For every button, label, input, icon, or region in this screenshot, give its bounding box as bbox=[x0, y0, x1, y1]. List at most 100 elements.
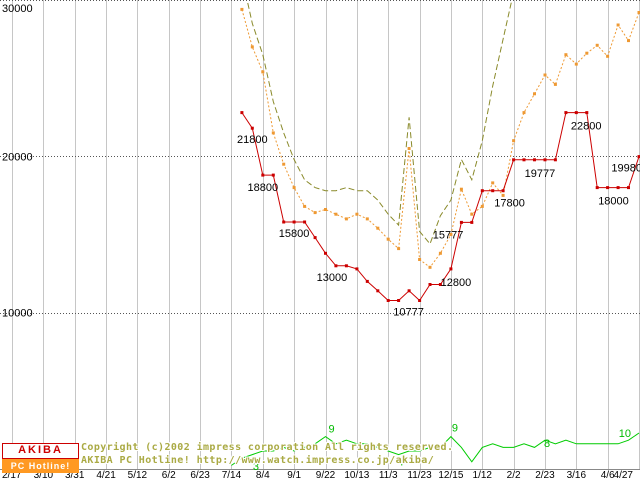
lowest-price-marker bbox=[303, 220, 307, 224]
price-label: 19777 bbox=[525, 168, 556, 180]
lowest-price-marker bbox=[428, 283, 432, 286]
copyright-line: Copyright (c)2002 impress corporation Al… bbox=[81, 442, 454, 453]
average-price-marker bbox=[250, 45, 254, 49]
lowest-price-marker bbox=[491, 189, 495, 193]
average-price-marker bbox=[522, 111, 526, 115]
axis-labels: 10000 20000 30000 2/17 3/10 3/31 4/21 5/12 6/2 6/… bbox=[2, 3, 633, 480]
akiba-logo-subtitle: PC Hotline! bbox=[2, 459, 79, 473]
average-price-marker bbox=[595, 43, 599, 47]
series-lowest-price bbox=[240, 111, 640, 302]
x-tick-label: 4/21 bbox=[96, 470, 116, 480]
y-tick-label: 10000 bbox=[2, 308, 33, 320]
y-tick-label: 20000 bbox=[2, 151, 33, 163]
average-price-marker bbox=[324, 208, 327, 211]
average-price-marker bbox=[397, 247, 401, 251]
average-price-marker bbox=[344, 217, 348, 221]
price-label: 19980 bbox=[611, 163, 640, 175]
lowest-price-marker bbox=[512, 158, 516, 162]
shop-count-line bbox=[231, 432, 640, 466]
x-tick-label: 2/2 bbox=[507, 470, 521, 480]
average-price-marker bbox=[564, 53, 568, 57]
average-price-marker bbox=[627, 39, 630, 43]
average-price-marker bbox=[637, 11, 640, 14]
average-price-marker bbox=[449, 233, 453, 236]
site-url-line: AKIBA PC Hotline! http://www.watch.impre… bbox=[81, 455, 435, 466]
average-price-marker bbox=[407, 147, 411, 150]
lowest-price-marker bbox=[344, 264, 348, 268]
shop-count-label: 9 bbox=[328, 424, 334, 436]
akiba-logo-title: AKIBA bbox=[2, 443, 79, 459]
average-price-marker bbox=[282, 162, 286, 166]
lowest-price-marker bbox=[313, 236, 317, 240]
lowest-price-marker bbox=[564, 111, 568, 115]
lowest-price-marker bbox=[522, 158, 526, 162]
average-price-marker bbox=[240, 7, 244, 11]
lowest-price-marker bbox=[376, 289, 380, 293]
average-price-line bbox=[241, 9, 640, 269]
lowest-price-marker bbox=[292, 220, 296, 224]
lowest-price-marker bbox=[585, 111, 589, 115]
lowest-price-marker bbox=[637, 155, 640, 159]
akiba-logo: AKIBA PC Hotline! bbox=[2, 443, 79, 473]
y-tick-label: 30000 bbox=[2, 3, 33, 15]
price-label: 15777 bbox=[433, 229, 464, 241]
price-label: 21800 bbox=[237, 134, 268, 146]
lowest-price-marker bbox=[271, 173, 275, 177]
average-price-marker bbox=[574, 62, 578, 66]
price-label: 18000 bbox=[598, 196, 629, 208]
lowest-price-marker bbox=[386, 299, 390, 302]
lowest-price-marker bbox=[470, 220, 474, 224]
average-price-marker bbox=[470, 212, 474, 216]
lowest-price-marker bbox=[449, 267, 453, 271]
lowest-price-marker bbox=[501, 189, 505, 193]
price-label: 18800 bbox=[248, 182, 279, 194]
average-price-marker bbox=[334, 212, 338, 216]
lowest-price-marker bbox=[240, 111, 244, 115]
average-price-marker bbox=[418, 258, 422, 261]
lowest-price-marker bbox=[365, 279, 369, 283]
x-tick-label: 4/27 bbox=[614, 470, 634, 480]
x-tick-label: 1/12 bbox=[473, 470, 493, 480]
average-price-marker bbox=[501, 193, 505, 197]
lowest-price-marker bbox=[533, 158, 536, 162]
lowest-price-marker bbox=[324, 251, 327, 255]
x-tick-label: 9/22 bbox=[316, 470, 336, 480]
copyright-watermark: Copyright (c)2002 impress corporation Al… bbox=[81, 441, 453, 467]
average-price-marker bbox=[261, 70, 265, 74]
lowest-price-marker bbox=[334, 264, 338, 268]
x-tick-label: 3/31 bbox=[65, 470, 85, 480]
x-tick-label: 9/1 bbox=[287, 470, 301, 480]
series-average-price bbox=[240, 7, 640, 269]
x-tick-label: 4/6 bbox=[601, 470, 615, 480]
shop-count-label: 4 bbox=[398, 457, 404, 469]
average-price-marker bbox=[355, 212, 359, 216]
x-tick-label: 3/10 bbox=[34, 470, 54, 480]
lowest-price-marker bbox=[438, 283, 442, 286]
x-tick-label: 3/16 bbox=[567, 470, 587, 480]
lowest-price-marker bbox=[616, 186, 620, 190]
price-label: 13000 bbox=[317, 272, 348, 284]
average-price-marker bbox=[459, 187, 463, 191]
average-price-marker bbox=[616, 23, 620, 27]
lowest-price-marker bbox=[480, 189, 484, 193]
price-label: 15800 bbox=[279, 228, 310, 240]
x-tick-label: 11/23 bbox=[407, 470, 432, 480]
lowest-price-marker bbox=[407, 289, 411, 293]
lowest-price-marker bbox=[282, 220, 286, 224]
lowest-price-marker bbox=[627, 186, 630, 190]
lowest-price-marker bbox=[250, 126, 254, 130]
x-tick-label: 8/4 bbox=[256, 470, 270, 480]
average-price-marker bbox=[313, 211, 317, 215]
lowest-price-line bbox=[241, 112, 640, 302]
lowest-price-marker bbox=[261, 173, 265, 177]
shop-count-label: 10 bbox=[619, 428, 631, 440]
price-label: 17800 bbox=[494, 198, 525, 210]
price-label: 10777 bbox=[393, 307, 424, 319]
x-tick-label: 5/12 bbox=[128, 470, 148, 480]
average-price-marker bbox=[438, 251, 442, 255]
shop-count-label: 8 bbox=[544, 438, 550, 450]
average-price-marker bbox=[376, 226, 380, 230]
average-price-marker bbox=[585, 51, 589, 55]
